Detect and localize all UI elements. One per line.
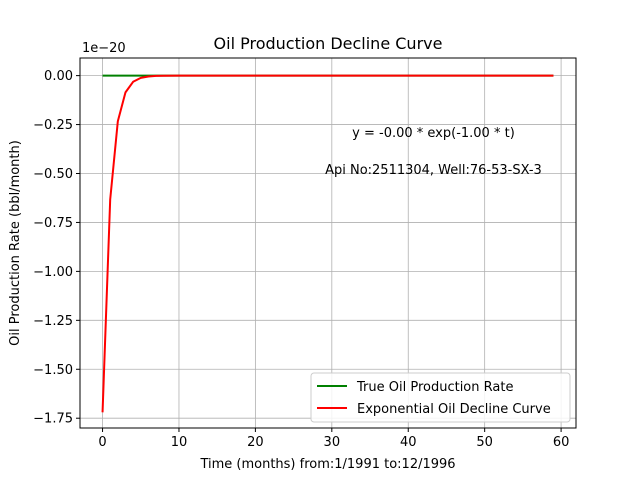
equation-annotation: y = -0.00 * exp(-1.00 * t) [352, 126, 515, 141]
y-axis-label: Oil Production Rate (bbl/month) [8, 140, 23, 346]
x-tick-label: 10 [171, 435, 188, 450]
x-tick-label: 60 [553, 435, 570, 450]
y-tick-label: −1.75 [33, 412, 73, 427]
legend: True Oil Production Rate Exponential Oil… [310, 372, 571, 423]
y-tick-label: −0.75 [33, 216, 73, 231]
x-axis-ticks: 0 10 20 30 40 50 60 [98, 428, 569, 450]
plot-frame [79, 57, 577, 429]
y-axis-ticks: 0.00 −0.25 −0.50 −0.75 −1.00 −1.25 −1.50 −1.75 [33, 69, 80, 427]
well-annotation: Api No:2511304, Well:76-53-SX-3 [325, 163, 542, 178]
y-tick-label: −0.50 [33, 167, 73, 182]
y-axis-offset-label: 1e−20 [82, 41, 126, 56]
x-tick-label: 40 [400, 435, 417, 450]
plot-series [101, 74, 554, 413]
series-line-1 [101, 74, 554, 413]
y-tick-label: −1.50 [33, 363, 73, 378]
legend-label-true-rate: True Oil Production Rate [356, 380, 513, 395]
y-tick-label: −1.00 [33, 265, 73, 280]
x-tick-label: 0 [98, 435, 106, 450]
legend-box [310, 372, 571, 423]
y-tick-label: −0.25 [33, 118, 73, 133]
y-tick-label: 0.00 [44, 69, 73, 84]
x-tick-label: 20 [247, 435, 264, 450]
y-tick-label: −1.25 [33, 314, 73, 329]
x-axis-label: Time (months) from:1/1991 to:12/1996 [199, 457, 455, 472]
x-tick-label: 50 [476, 435, 493, 450]
legend-label-decline-curve: Exponential Oil Decline Curve [357, 402, 551, 417]
x-tick-label: 30 [324, 435, 341, 450]
chart-title: Oil Production Decline Curve [214, 34, 443, 53]
